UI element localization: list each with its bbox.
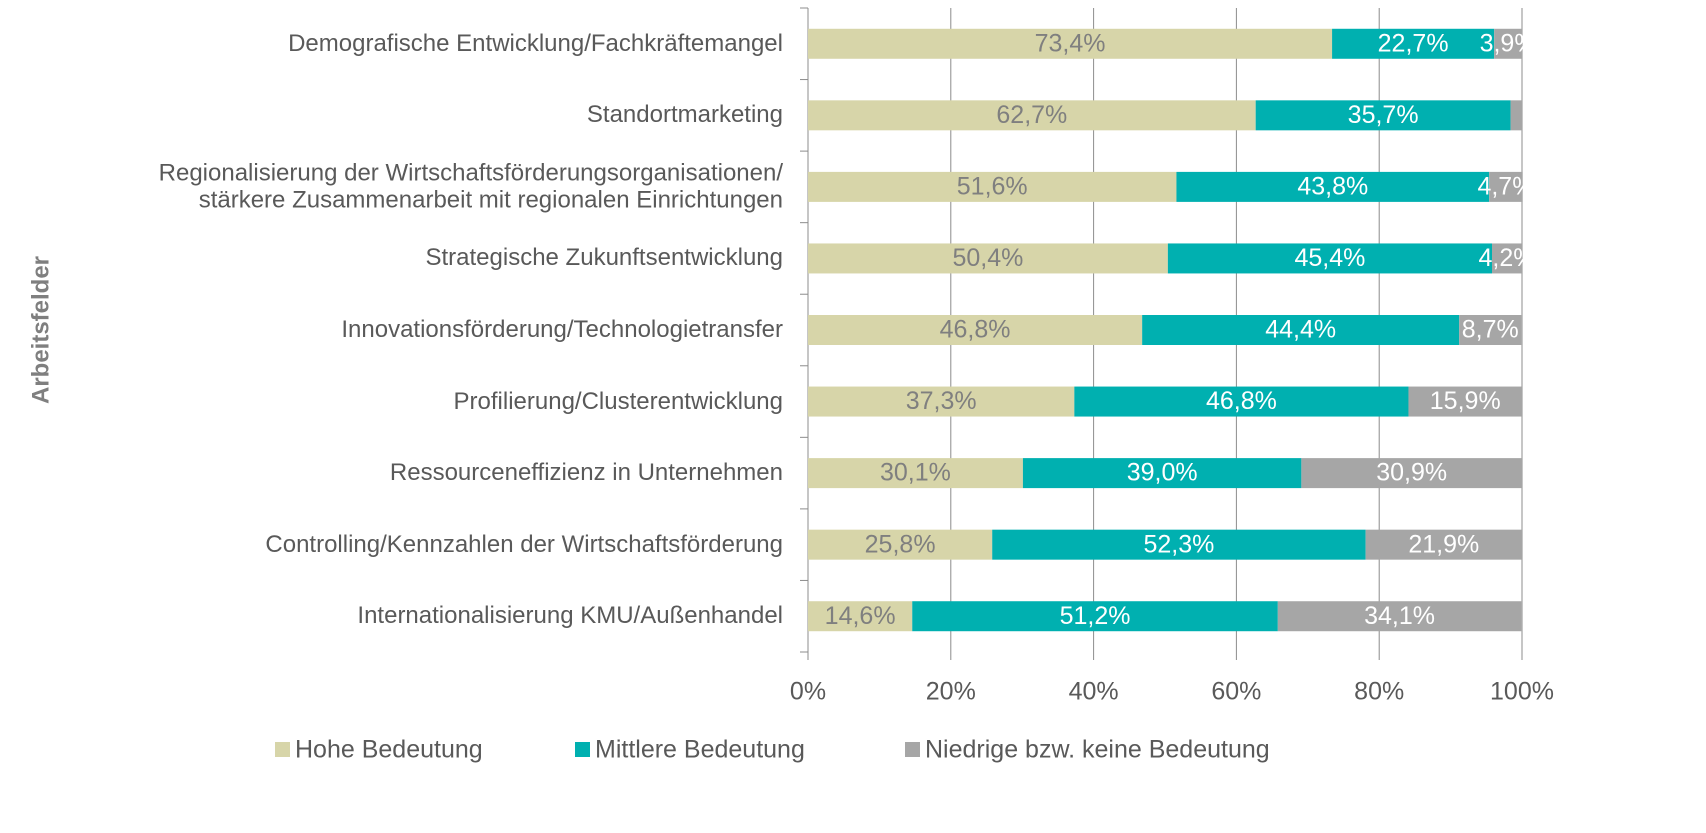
bar-segment (1459, 315, 1522, 345)
data-label: 3,9% (1480, 29, 1537, 57)
bar-segment (808, 386, 1075, 417)
y-tick-label: Internationalisierung KMU/Außenhandel (357, 602, 783, 630)
y-tick-label: Ressourceneffizienz in Unternehmen (389, 459, 783, 487)
data-label: 62,7% (996, 101, 1067, 129)
data-label: 39,0% (1127, 459, 1198, 487)
x-tick-label: 40% (1069, 678, 1119, 706)
y-tick-label: Strategische Zukunftsentwicklung (425, 244, 783, 272)
data-label: 37,3% (906, 387, 977, 415)
y-tick-label: Innovationsförderung/Technologietransfer (341, 316, 783, 344)
data-label: 15,9% (1430, 387, 1501, 415)
legend-swatch (905, 742, 920, 757)
legend-label: Niedrige bzw. keine Bedeutung (925, 736, 1270, 764)
data-label: 30,1% (880, 459, 951, 487)
bar-segment (808, 100, 1256, 131)
bar-segment (808, 315, 1143, 345)
x-tick-label: 80% (1354, 678, 1404, 706)
data-label: 4,7% (1477, 172, 1534, 200)
data-label: 22,7% (1378, 29, 1449, 57)
legend-label: Hohe Bedeutung (295, 736, 483, 764)
bar-segment (1494, 28, 1522, 59)
y-tick-label: Controlling/Kennzahlen der Wirtschaftsfö… (265, 530, 783, 558)
bar-segment (808, 601, 913, 632)
bar-segment (1492, 243, 1522, 274)
data-label: 51,6% (957, 172, 1028, 200)
x-tick-label: 60% (1211, 678, 1261, 706)
data-label: 51,2% (1060, 602, 1131, 630)
legend-swatch (275, 742, 290, 757)
bar-segment (912, 601, 1278, 632)
bar-segment (1408, 386, 1522, 417)
bar-segment (1510, 100, 1522, 131)
bar-segment (1277, 601, 1522, 632)
x-tick-label: 20% (926, 678, 976, 706)
bar-segment (808, 28, 1333, 59)
bar-segment (1176, 171, 1490, 202)
x-tick-label: 0% (790, 678, 826, 706)
data-label: 52,3% (1143, 530, 1214, 558)
data-label: 21,9% (1408, 530, 1479, 558)
data-label: 4,2% (1479, 244, 1536, 272)
data-label: 44,4% (1265, 316, 1336, 344)
y-axis-label: Arbeitsfelder (27, 256, 54, 404)
bar-segment (1022, 458, 1302, 489)
bar-segment (992, 529, 1366, 560)
data-label: 50,4% (952, 244, 1023, 272)
bar-segment (808, 171, 1177, 202)
x-tick-label: 100% (1490, 678, 1554, 706)
bar-segment (1365, 529, 1522, 560)
bar-segment (1167, 243, 1493, 274)
bar-segment (808, 458, 1023, 489)
bar-segment (1142, 315, 1460, 345)
data-label: 43,8% (1297, 172, 1368, 200)
data-label: 34,1% (1364, 602, 1435, 630)
legend-label: Mittlere Bedeutung (595, 736, 805, 764)
data-label: 14,6% (825, 602, 896, 630)
data-label: 25,8% (865, 530, 936, 558)
data-label: 46,8% (1206, 387, 1277, 415)
bar-segment (1489, 171, 1523, 202)
y-tick-label: Demografische Entwicklung/Fachkräftemang… (288, 29, 783, 57)
data-label: 8,7% (1462, 316, 1519, 344)
bar-segment (1074, 386, 1409, 417)
data-label: 46,8% (940, 316, 1011, 344)
bar-segment (808, 243, 1168, 274)
bar-segment (1255, 100, 1511, 131)
y-tick-label: Standortmarketing (586, 101, 783, 129)
bar-segment (1301, 458, 1522, 489)
legend-swatch (575, 742, 590, 757)
data-label: 73,4% (1035, 29, 1106, 57)
y-tick-label: Profilierung/Clusterentwicklung (453, 387, 783, 415)
data-label: 45,4% (1294, 244, 1365, 272)
data-label: 35,7% (1348, 101, 1419, 129)
data-label: 30,9% (1376, 459, 1447, 487)
y-tick-label: Regionalisierung der Wirtschaftsförderun… (158, 159, 783, 214)
bar-segment (808, 529, 993, 560)
bar-segment (1332, 28, 1495, 59)
